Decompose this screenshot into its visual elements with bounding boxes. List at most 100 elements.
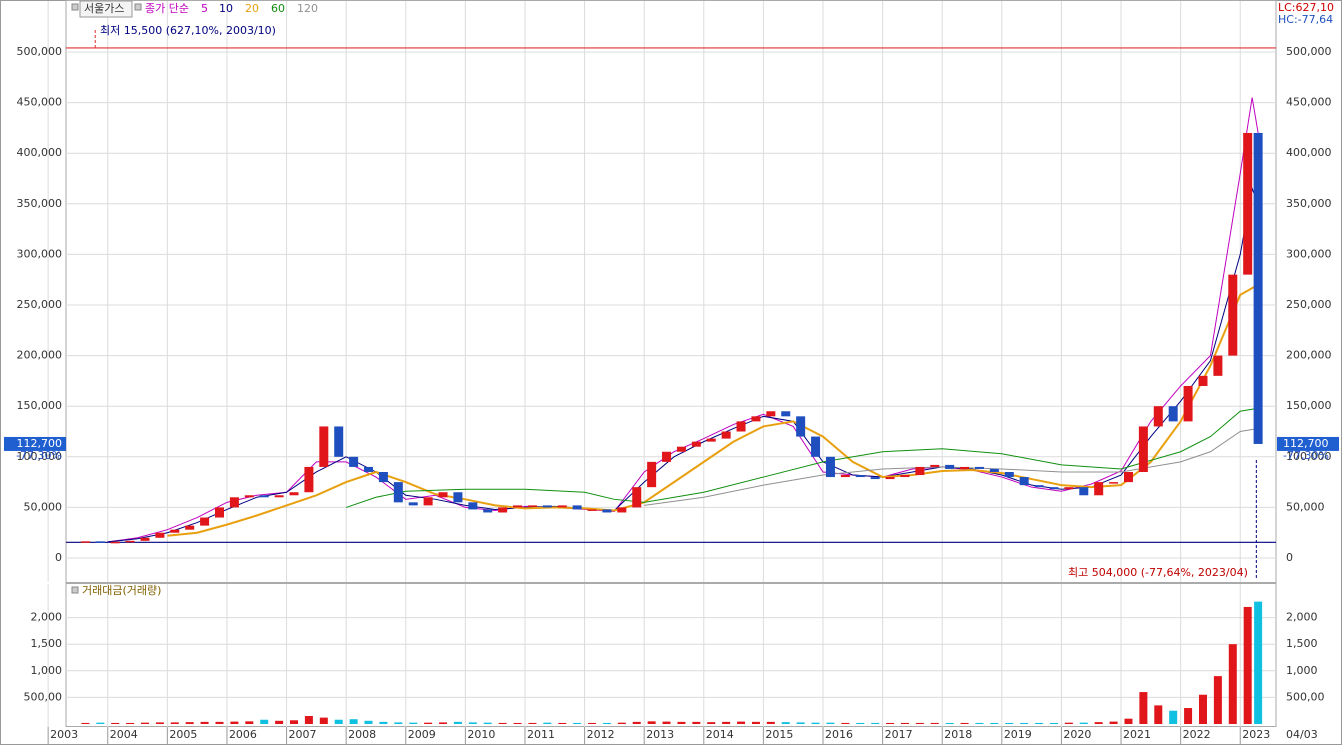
x-tick-label: 2013: [646, 728, 674, 741]
x-tick-label: 2006: [229, 728, 257, 741]
volume-bar: [811, 722, 820, 724]
y-tick-label: 200,000: [17, 349, 63, 362]
candle-body: [438, 492, 448, 498]
candle-body: [1138, 426, 1148, 472]
candle-body: [945, 464, 955, 469]
y-tick-label: 250,000: [17, 298, 63, 311]
x-tick-label: 2016: [825, 728, 853, 741]
y-tick-label: 400,000: [17, 146, 63, 159]
current-price-box: [1277, 436, 1339, 451]
legend-entry: 60: [271, 2, 285, 15]
volume-bar: [737, 721, 746, 724]
candle-body: [572, 505, 582, 510]
candle-body: [542, 505, 552, 508]
volume-bar: [170, 722, 179, 724]
volume-bar: [319, 717, 328, 724]
volume-bar: [871, 722, 880, 724]
legend-box: [71, 3, 79, 11]
y2-tick-label: 0: [1286, 551, 1293, 564]
volume-bar: [886, 722, 895, 724]
candle-body: [1253, 132, 1263, 444]
volume-bar: [960, 722, 969, 724]
candle-body: [200, 517, 210, 526]
candle-body: [706, 438, 716, 442]
chart-title: 서울가스: [84, 2, 124, 15]
volume-bar: [111, 722, 120, 724]
candle-body: [602, 509, 612, 513]
volume-bar: [275, 720, 284, 724]
volume-bar: [96, 722, 105, 724]
candle-body: [1049, 487, 1059, 490]
candle-body: [1004, 471, 1014, 478]
candle-body: [1123, 471, 1133, 483]
x-tick-label: 2003: [50, 728, 78, 741]
y2-tick-label: 450,000: [1286, 96, 1332, 109]
y-tick-label: 0: [55, 551, 62, 564]
y-tick-label: 50,000: [24, 500, 63, 513]
candle-body: [1153, 406, 1163, 427]
volume-bar: [230, 721, 239, 724]
volume-bar: [915, 722, 924, 724]
x-tick-label: 2007: [289, 728, 317, 741]
y2-tick-label: 1,500: [1286, 637, 1318, 650]
volume-bar: [185, 722, 194, 724]
candle-body: [423, 497, 433, 506]
candle-body: [483, 509, 493, 513]
y2-tick-label: 300,000: [1286, 247, 1332, 260]
volume-bar: [677, 721, 686, 724]
ma-label: 종가 단순: [145, 2, 189, 15]
volume-bar: [930, 722, 939, 724]
x-tick-label: 2004: [110, 728, 138, 741]
x-tick-label: 2022: [1183, 728, 1211, 741]
volume-bar: [796, 722, 805, 724]
volume-bar: [1109, 721, 1118, 724]
y2-tick-label: 500,000: [1286, 45, 1332, 58]
volume-bar: [126, 722, 135, 724]
y-tick-label: 150,000: [17, 399, 63, 412]
candle-body: [781, 411, 791, 417]
candle-body: [527, 505, 537, 507]
x-tick-label: 2011: [527, 728, 555, 741]
volume-bar: [826, 722, 835, 724]
x-tick-label: 2014: [706, 728, 734, 741]
y2-tick-label: 1,000: [1286, 664, 1318, 677]
volume-bar: [424, 722, 433, 724]
volume-pane: [65, 583, 1277, 727]
candle-body: [1034, 485, 1044, 488]
candle-body: [125, 540, 135, 543]
ma-line: [167, 283, 1259, 537]
volume-bar: [81, 722, 90, 724]
high-annotation: 최고 504,000 (-77,64%, 2023/04): [1068, 566, 1248, 579]
volume-bar: [498, 722, 507, 724]
title-box[interactable]: [79, 0, 133, 18]
volume-bar: [1035, 722, 1044, 724]
y-tick-label: 500,000: [17, 45, 63, 58]
volume-bar: [602, 722, 611, 724]
current-price-label: 112,700: [1283, 437, 1329, 450]
volume-bar: [409, 722, 418, 724]
candle-body: [1064, 487, 1074, 490]
candle-body: [140, 537, 150, 541]
volume-bar: [334, 719, 343, 724]
volume-title: 거래대금(거래량): [82, 584, 161, 597]
candle-body: [721, 431, 731, 439]
candle-body: [662, 451, 672, 462]
volume-bar: [841, 722, 850, 724]
volume-bar: [751, 721, 760, 724]
volume-bar: [1049, 722, 1058, 724]
volume-bar: [439, 722, 448, 724]
candle-body: [1094, 482, 1104, 496]
volume-bar: [290, 720, 299, 724]
candle-body: [349, 456, 359, 467]
candle-body: [989, 468, 999, 472]
candle-body: [915, 466, 925, 476]
volume-bar: [781, 722, 790, 724]
x-tick-label: 2018: [944, 728, 972, 741]
candle-body: [393, 482, 403, 503]
candle-body: [319, 426, 329, 467]
candle-body: [110, 541, 120, 544]
candle-body: [870, 477, 880, 480]
candle-body: [930, 464, 940, 467]
x-tick-label: 2020: [1063, 728, 1091, 741]
volume-bar: [1005, 722, 1014, 724]
